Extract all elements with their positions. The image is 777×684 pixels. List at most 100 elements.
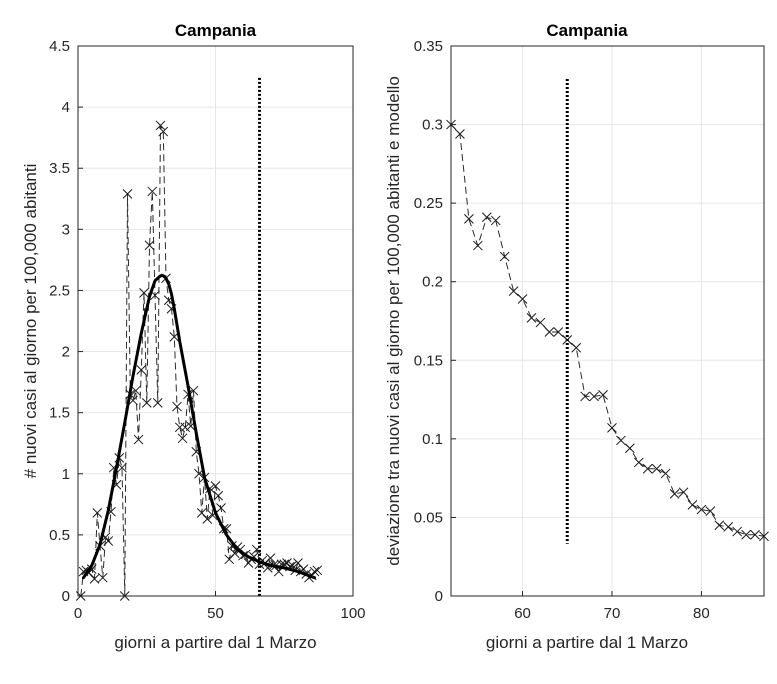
left-x-tick-label: 50: [207, 605, 224, 622]
right-data-point: [580, 391, 590, 402]
right-data-point: [472, 240, 483, 251]
right-chart-title: Campania: [546, 21, 628, 40]
left-plot-frame: [77, 45, 354, 597]
left-data-point: [117, 462, 127, 473]
right-data-point: [499, 251, 510, 262]
right-data-point: [526, 313, 537, 323]
left-data-point: [89, 574, 100, 584]
right-plot-area: [451, 46, 764, 596]
right-y-tick-label: 0.35: [414, 38, 443, 55]
left-data-point: [92, 508, 103, 518]
left-data-point: [213, 490, 224, 501]
right-data-point: [633, 457, 644, 468]
right-data-point: [517, 294, 528, 304]
left-data-point: [147, 186, 158, 197]
right-data-point: [544, 327, 555, 337]
left-y-tick-label: 2: [62, 344, 70, 361]
left-data-point: [202, 514, 213, 524]
left-data-point: [152, 398, 163, 408]
right-y-axis-label: deviazione tra nuovi casi al giorno per …: [384, 76, 403, 566]
right-data-point: [490, 215, 501, 226]
right-data-point: [508, 286, 519, 296]
left-model-curve: [82, 274, 316, 580]
right-data-point: [723, 522, 734, 532]
right-data-point: [553, 327, 564, 337]
right-data-point: [660, 468, 671, 479]
left-data-point: [141, 398, 152, 408]
right-data-point: [705, 506, 716, 516]
right-data-point: [642, 463, 653, 474]
right-data-point: [714, 520, 725, 531]
right-data-point: [669, 489, 680, 499]
left-y-axis-label: # nuovi casi al giorno per 100,000 abita…: [21, 164, 40, 479]
left-x-tick-label: 0: [74, 605, 82, 622]
left-data-point: [136, 365, 147, 375]
right-data-point: [687, 500, 698, 510]
left-y-tick-label: 3: [62, 221, 70, 238]
left-x-axis-label: giorni a partire dal 1 Marzo: [114, 633, 316, 652]
right-x-tick-label: 70: [604, 605, 621, 622]
left-data-point: [210, 481, 221, 491]
right-data-line: [450, 124, 765, 537]
left-y-tick-label: 1: [62, 466, 70, 483]
right-y-tick-label: 0.1: [422, 431, 443, 448]
right-ticks: 60 70 80 0 0.05 0.1 0.15 0.2 0.25 0.3 0.35: [414, 38, 710, 622]
left-y-tick-label: 4.5: [49, 38, 70, 55]
right-x-axis-label: giorni a partire dal 1 Marzo: [486, 633, 688, 652]
left-data-point: [177, 433, 188, 444]
left-data-point: [265, 553, 276, 563]
right-data-point: [598, 390, 608, 400]
right-x-tick-label: 60: [514, 605, 531, 622]
right-data-point: [741, 529, 751, 540]
right-data-point: [607, 423, 617, 433]
left-data-point: [227, 541, 237, 551]
left-data-point: [133, 434, 144, 445]
right-plot-frame: [450, 45, 765, 597]
left-data-point: [155, 120, 166, 131]
right-data-point: [732, 526, 743, 537]
left-data-point: [172, 401, 182, 412]
left-y-tick-label: 3.5: [49, 160, 70, 177]
right-data-point: [616, 435, 626, 446]
left-data-point: [139, 288, 149, 298]
right-data-point: [589, 391, 599, 402]
left-data-point: [144, 240, 155, 251]
left-y-tick-label: 0.5: [49, 527, 70, 544]
left-y-tick-label: 1.5: [49, 405, 70, 422]
right-y-tick-label: 0.25: [414, 195, 443, 212]
right-data-point: [750, 529, 760, 540]
right-y-tick-label: 0.3: [422, 117, 443, 134]
right-y-tick-label: 0: [435, 588, 443, 605]
right-data-point: [535, 317, 546, 328]
right-data-point: [464, 214, 474, 224]
left-y-tick-label: 0: [62, 588, 70, 605]
left-data-point: [103, 536, 114, 546]
right-y-tick-label: 0.15: [414, 352, 443, 369]
right-y-tick-label: 0.2: [422, 274, 443, 291]
right-data-point: [678, 487, 689, 498]
left-data-point: [216, 503, 226, 513]
left-data-point: [130, 385, 141, 396]
left-data-point: [180, 422, 191, 433]
left-chart-title: Campania: [175, 21, 257, 40]
left-data-point: [122, 189, 133, 199]
right-panel: 60 70 80 0 0.05 0.1 0.15 0.2 0.25 0.3 0.35 Campani…: [384, 21, 769, 652]
right-data-point: [625, 443, 635, 454]
left-series: [75, 120, 323, 601]
left-y-tick-label: 4: [62, 99, 70, 116]
left-data-point: [312, 565, 323, 576]
right-y-tick-label: 0.05: [414, 509, 443, 526]
right-data-point: [571, 342, 582, 353]
right-data-point: [455, 129, 465, 139]
right-data-point: [651, 463, 662, 474]
right-data-point: [696, 504, 707, 515]
left-data-point: [97, 572, 108, 583]
left-data-point: [309, 566, 320, 577]
left-y-tick-label: 2.5: [49, 282, 70, 299]
right-data-point: [481, 212, 492, 223]
left-data-point: [158, 126, 169, 137]
right-x-tick-label: 80: [693, 605, 710, 622]
left-panel: 0 50 100 0 0.5 1 1.5 2 2.5 3 3.5 4 4.5 Campania gior…: [21, 21, 366, 652]
left-x-tick-label: 100: [340, 605, 365, 622]
